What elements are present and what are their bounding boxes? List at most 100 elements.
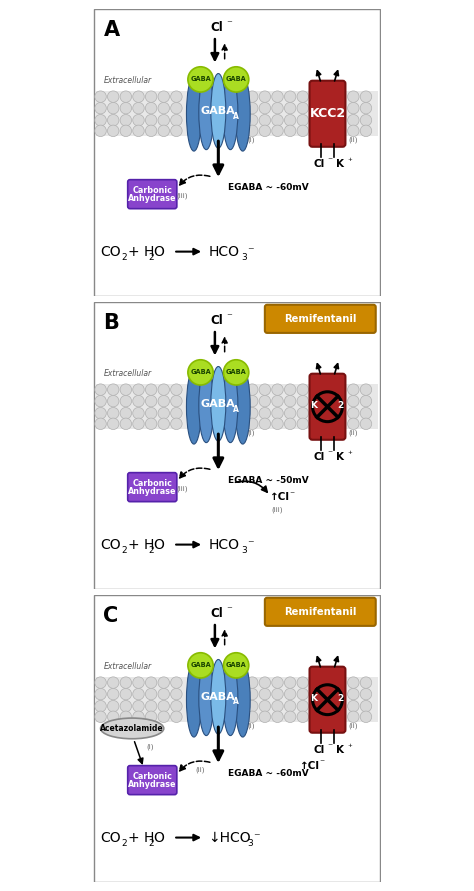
Circle shape	[108, 114, 119, 126]
Circle shape	[224, 360, 249, 385]
Circle shape	[347, 407, 359, 419]
Circle shape	[246, 396, 258, 407]
Circle shape	[347, 114, 359, 126]
Text: GABA: GABA	[226, 77, 246, 83]
Text: ⁻: ⁻	[253, 831, 259, 844]
Circle shape	[171, 689, 182, 699]
Text: (iii): (iii)	[177, 486, 188, 492]
Circle shape	[284, 407, 296, 419]
Text: (i): (i)	[247, 136, 255, 143]
Circle shape	[246, 711, 258, 723]
Circle shape	[108, 396, 119, 407]
Text: EGABA ~ -50mV: EGABA ~ -50mV	[228, 476, 309, 485]
Circle shape	[347, 700, 359, 712]
Circle shape	[259, 677, 271, 689]
Circle shape	[297, 396, 309, 407]
Text: GABA: GABA	[190, 370, 211, 375]
Text: HCO: HCO	[208, 245, 239, 258]
Text: 2: 2	[121, 253, 127, 263]
Text: Cl: Cl	[314, 159, 325, 169]
Ellipse shape	[211, 366, 226, 441]
Circle shape	[272, 396, 283, 407]
Circle shape	[272, 384, 283, 396]
Circle shape	[360, 700, 372, 712]
Text: Extracellular: Extracellular	[103, 662, 152, 671]
Text: ⁺: ⁺	[347, 742, 352, 752]
Text: ⁻: ⁻	[227, 20, 232, 29]
Text: K: K	[336, 159, 344, 169]
Circle shape	[360, 91, 372, 102]
Text: + H: + H	[128, 537, 154, 552]
Circle shape	[108, 384, 119, 396]
Ellipse shape	[100, 718, 164, 739]
FancyArrowPatch shape	[180, 468, 210, 478]
Text: A: A	[233, 405, 239, 413]
Text: HCO: HCO	[208, 537, 239, 552]
Circle shape	[158, 114, 170, 126]
Circle shape	[246, 102, 258, 114]
Text: (i): (i)	[146, 744, 154, 750]
Text: ⁻: ⁻	[289, 490, 294, 500]
Circle shape	[120, 91, 132, 102]
Text: ⁻: ⁻	[247, 245, 254, 258]
Text: Acetazolamide: Acetazolamide	[100, 723, 164, 733]
Text: (ii): (ii)	[195, 767, 205, 773]
Circle shape	[272, 700, 283, 712]
Circle shape	[259, 384, 271, 396]
Circle shape	[259, 114, 271, 126]
Circle shape	[158, 102, 170, 114]
Circle shape	[272, 102, 283, 114]
FancyBboxPatch shape	[128, 180, 177, 208]
Text: GABA: GABA	[226, 370, 246, 375]
Circle shape	[224, 653, 249, 678]
Circle shape	[158, 125, 170, 136]
Text: Extracellular: Extracellular	[103, 369, 152, 378]
Circle shape	[347, 689, 359, 699]
Circle shape	[246, 689, 258, 699]
Circle shape	[95, 91, 106, 102]
Circle shape	[360, 384, 372, 396]
Text: (ii): (ii)	[348, 723, 358, 729]
Circle shape	[259, 91, 271, 102]
Circle shape	[297, 114, 309, 126]
Text: (ii): (ii)	[348, 429, 358, 436]
Ellipse shape	[199, 661, 214, 736]
Text: 2: 2	[148, 253, 154, 263]
Circle shape	[95, 102, 106, 114]
Circle shape	[312, 685, 342, 715]
Circle shape	[133, 396, 144, 407]
Circle shape	[347, 677, 359, 689]
Text: KCC2: KCC2	[310, 107, 346, 120]
Circle shape	[120, 677, 132, 689]
Circle shape	[246, 384, 258, 396]
Text: GABA: GABA	[226, 662, 246, 668]
Circle shape	[360, 102, 372, 114]
Circle shape	[171, 125, 182, 136]
Circle shape	[171, 114, 182, 126]
Circle shape	[108, 689, 119, 699]
Circle shape	[95, 384, 106, 396]
FancyBboxPatch shape	[310, 81, 346, 147]
Circle shape	[284, 677, 296, 689]
Circle shape	[259, 407, 271, 419]
FancyArrowPatch shape	[236, 481, 267, 492]
Ellipse shape	[211, 659, 226, 734]
Circle shape	[95, 114, 106, 126]
Circle shape	[284, 384, 296, 396]
Circle shape	[171, 711, 182, 723]
Circle shape	[284, 700, 296, 712]
Text: ↑Cl: ↑Cl	[300, 761, 320, 771]
Circle shape	[171, 407, 182, 419]
Circle shape	[171, 418, 182, 429]
Circle shape	[284, 114, 296, 126]
Circle shape	[259, 700, 271, 712]
Text: (iii): (iii)	[177, 192, 188, 199]
Circle shape	[347, 125, 359, 136]
Circle shape	[246, 407, 258, 419]
Circle shape	[158, 407, 170, 419]
Ellipse shape	[186, 662, 201, 737]
Circle shape	[146, 700, 157, 712]
Circle shape	[171, 396, 182, 407]
Circle shape	[188, 67, 213, 92]
Circle shape	[297, 689, 309, 699]
